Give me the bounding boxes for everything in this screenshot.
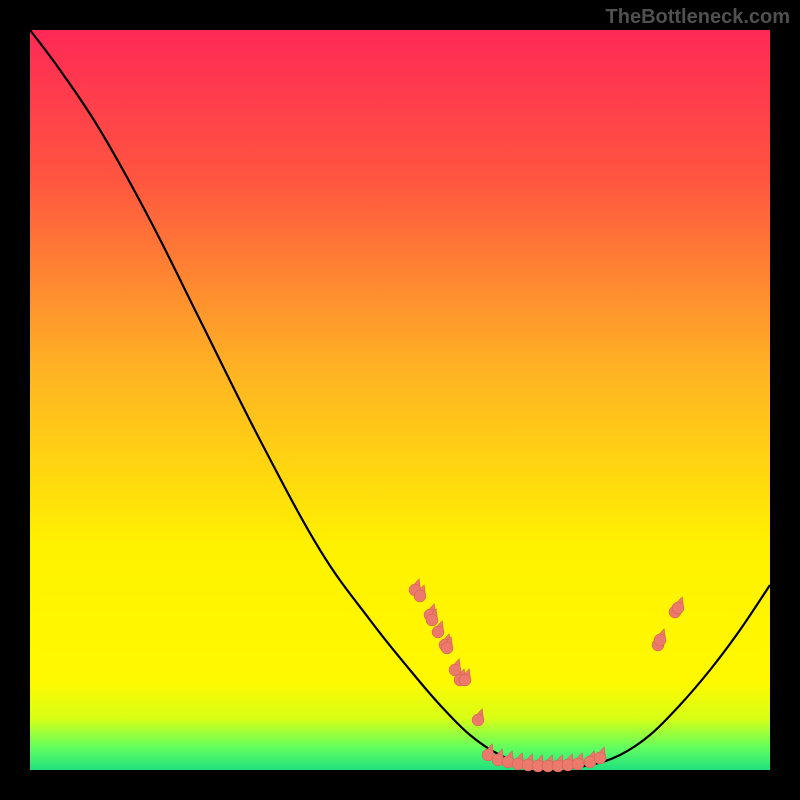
- data-marker: [472, 714, 484, 726]
- data-marker: [594, 752, 606, 764]
- data-marker: [441, 642, 453, 654]
- data-marker: [426, 614, 438, 626]
- data-marker: [672, 602, 684, 614]
- watermark-text: TheBottleneck.com: [606, 6, 790, 29]
- data-marker: [572, 758, 584, 770]
- data-marker: [459, 674, 471, 686]
- data-marker: [432, 626, 444, 638]
- chart-container: TheBottleneck.com: [0, 0, 800, 800]
- bottleneck-curve-chart: [0, 0, 800, 800]
- data-marker: [414, 590, 426, 602]
- data-marker: [654, 634, 666, 646]
